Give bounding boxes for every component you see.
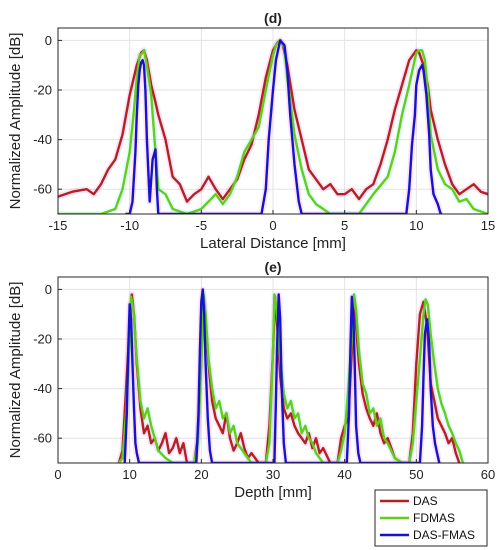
y-tick-label: -20 (33, 83, 52, 98)
x-tick-label: 10 (122, 467, 136, 482)
series-line-das-fmas (125, 39, 443, 214)
x-tick-label: 15 (481, 218, 495, 233)
x-axis-label: Lateral Distance [mm] (200, 235, 346, 252)
x-tick-label: -15 (49, 218, 68, 233)
y-tick-label: -60 (33, 431, 52, 446)
panel-d: -15 -10 -5 0 5 10 15 0 -20 -40 -60 (d) Lateral Dista… (7, 10, 495, 252)
series-line-das (117, 293, 461, 463)
x-tick-label: 50 (409, 467, 423, 482)
y-tick-label: 0 (45, 33, 52, 48)
x-tick-label: 10 (409, 218, 423, 233)
x-tick-label: 40 (337, 467, 351, 482)
x-tick-label: 5 (341, 218, 348, 233)
x-tick-label: -10 (120, 218, 139, 233)
y-tick-label: 0 (45, 282, 52, 297)
y-tick-label: -60 (33, 182, 52, 197)
legend-label-fdmas: FDMAS (413, 511, 455, 525)
series-group (116, 286, 466, 463)
x-tick-label: 0 (54, 467, 61, 482)
y-tick-label: -20 (33, 332, 52, 347)
x-axis-label: Depth [mm] (234, 484, 312, 501)
x-tick-label: 0 (269, 218, 276, 233)
legend-label-das: DAS (413, 494, 438, 508)
legend-label-das-fmas: DAS-FMAS (413, 528, 475, 542)
legend: DAS FDMAS DAS-FMAS (374, 489, 488, 547)
y-tick-label: -40 (33, 381, 52, 396)
y-tick-label: -40 (33, 132, 52, 147)
panel-title: (d) (264, 10, 282, 26)
panel-e: 0 10 20 30 40 50 60 0 -20 -40 -60 (e) Depth [mm] Norm… (7, 259, 495, 501)
x-tick-label: 60 (481, 467, 495, 482)
x-tick-label: 20 (194, 467, 208, 482)
series-line-fdmas (117, 293, 465, 463)
x-tick-label: 30 (266, 467, 280, 482)
panel-title: (e) (264, 259, 281, 275)
x-tick-label: -5 (196, 218, 208, 233)
series-group (58, 37, 488, 214)
series-line-das-fmas (123, 288, 441, 463)
y-axis-label: Normalized Amplitude [dB] (7, 282, 24, 459)
y-axis-label: Normalized Amplitude [dB] (7, 33, 24, 210)
